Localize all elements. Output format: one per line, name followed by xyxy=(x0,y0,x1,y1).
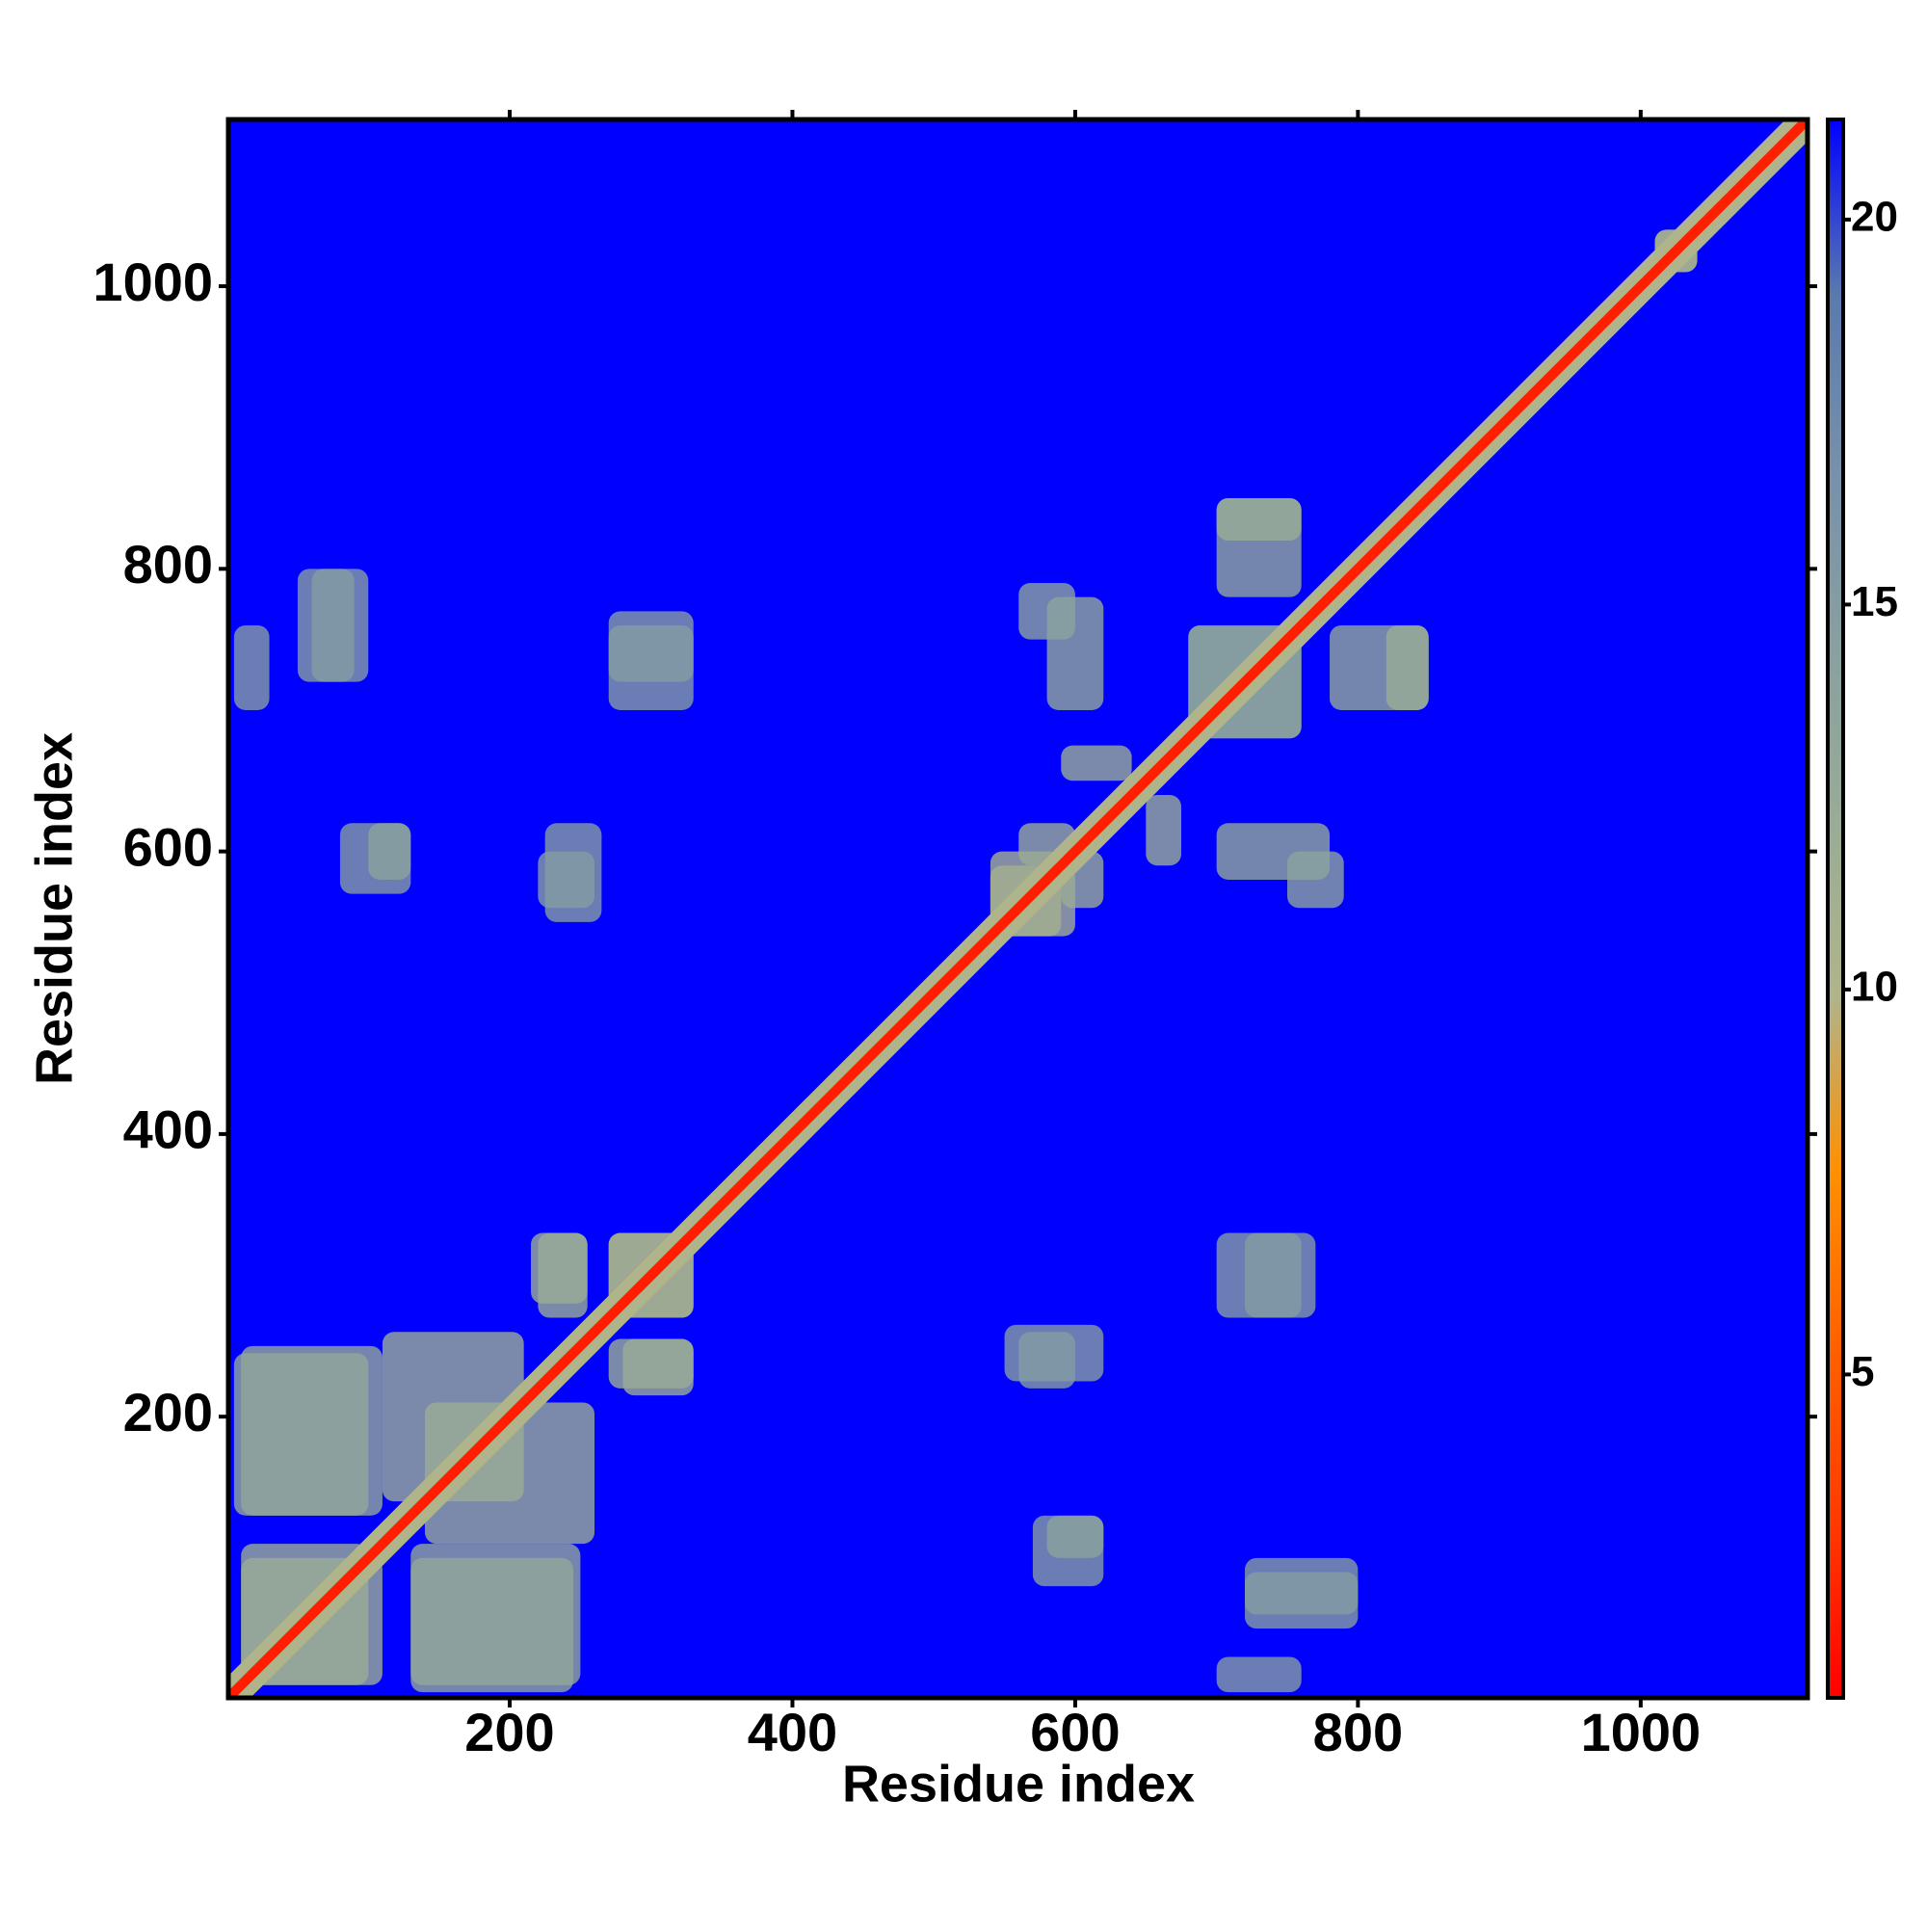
contact-region xyxy=(1287,851,1344,909)
y-tick-label: 600 xyxy=(123,816,213,877)
contact-region xyxy=(622,1338,694,1396)
colorbar xyxy=(1826,118,1845,1700)
contact-region xyxy=(1245,1572,1359,1615)
y-tick-label: 1000 xyxy=(92,251,213,312)
colorbar-tick-label: 5 xyxy=(1851,1348,1874,1395)
contact-region xyxy=(1046,1515,1104,1558)
x-tick-label: 600 xyxy=(1030,1702,1120,1762)
contact-region xyxy=(311,569,355,682)
contact-region xyxy=(1386,624,1429,710)
contact-region xyxy=(368,823,411,880)
x-tick-label: 200 xyxy=(464,1702,554,1762)
y-axis-label: Residue index xyxy=(25,732,83,1085)
contact-region xyxy=(531,1232,588,1304)
contact-region xyxy=(1018,582,1075,640)
colorbar-tick-label: 10 xyxy=(1851,964,1898,1011)
contact-region xyxy=(1216,1656,1302,1693)
plot-frame xyxy=(225,117,1810,1701)
contact-region xyxy=(410,1544,581,1685)
diagonal-band xyxy=(228,119,1808,1698)
x-tick-label: 1000 xyxy=(1581,1702,1702,1762)
contact-region xyxy=(538,851,595,909)
contact-region xyxy=(1216,498,1302,541)
contact-region xyxy=(241,1345,383,1516)
contact-region xyxy=(1245,1232,1316,1318)
y-tick-label: 200 xyxy=(123,1382,213,1442)
heatmap xyxy=(228,119,1808,1698)
y-tick-label: 400 xyxy=(123,1099,213,1160)
contact-region xyxy=(233,624,270,710)
contact-region xyxy=(1018,1332,1075,1389)
contact-region xyxy=(1061,745,1132,781)
colorbar-tick-label: 15 xyxy=(1851,578,1898,625)
x-tick-label: 800 xyxy=(1313,1702,1403,1762)
x-tick-label: 400 xyxy=(748,1702,837,1762)
y-tick-label: 800 xyxy=(123,534,213,595)
x-axis-label: Residue index xyxy=(842,1755,1195,1813)
colorbar-tick-label: 20 xyxy=(1851,193,1898,240)
contact-region xyxy=(608,611,694,682)
contact-region xyxy=(1146,794,1181,866)
